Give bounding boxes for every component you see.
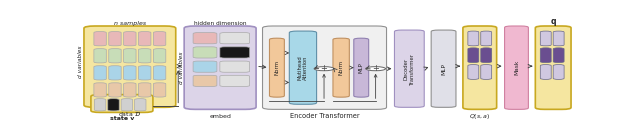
FancyBboxPatch shape xyxy=(540,31,551,46)
FancyBboxPatch shape xyxy=(540,48,551,63)
FancyBboxPatch shape xyxy=(193,61,217,72)
Circle shape xyxy=(365,67,385,71)
FancyBboxPatch shape xyxy=(468,65,479,79)
FancyBboxPatch shape xyxy=(154,83,166,97)
FancyBboxPatch shape xyxy=(481,31,492,46)
Text: Mutihead
Attention: Mutihead Attention xyxy=(298,55,308,80)
Text: MLP: MLP xyxy=(359,62,364,73)
Text: MLP: MLP xyxy=(441,63,446,75)
FancyBboxPatch shape xyxy=(269,38,284,97)
FancyBboxPatch shape xyxy=(193,47,217,58)
FancyBboxPatch shape xyxy=(220,75,250,86)
FancyBboxPatch shape xyxy=(138,49,151,63)
FancyBboxPatch shape xyxy=(108,99,119,111)
FancyBboxPatch shape xyxy=(354,38,369,97)
FancyBboxPatch shape xyxy=(94,66,106,80)
FancyBboxPatch shape xyxy=(94,83,106,97)
FancyBboxPatch shape xyxy=(134,99,146,111)
FancyBboxPatch shape xyxy=(154,49,166,63)
FancyBboxPatch shape xyxy=(124,32,136,46)
FancyBboxPatch shape xyxy=(124,66,136,80)
FancyBboxPatch shape xyxy=(94,32,106,46)
FancyBboxPatch shape xyxy=(94,99,106,111)
FancyBboxPatch shape xyxy=(535,26,571,109)
FancyBboxPatch shape xyxy=(394,30,424,107)
FancyBboxPatch shape xyxy=(504,26,529,109)
FancyBboxPatch shape xyxy=(138,32,151,46)
Text: embed: embed xyxy=(209,114,231,119)
FancyBboxPatch shape xyxy=(463,26,497,109)
FancyBboxPatch shape xyxy=(481,65,492,79)
FancyBboxPatch shape xyxy=(109,66,121,80)
Text: d variables: d variables xyxy=(77,45,83,78)
FancyBboxPatch shape xyxy=(184,26,256,109)
Text: Encoder Transformer: Encoder Transformer xyxy=(290,114,359,119)
Text: hidden dimension: hidden dimension xyxy=(194,22,246,27)
Text: $Q(s,a)$: $Q(s,a)$ xyxy=(469,112,490,121)
FancyBboxPatch shape xyxy=(220,33,250,44)
FancyBboxPatch shape xyxy=(109,49,121,63)
FancyBboxPatch shape xyxy=(109,32,121,46)
Text: Decoder
Transformer: Decoder Transformer xyxy=(404,53,415,85)
FancyBboxPatch shape xyxy=(333,38,349,97)
FancyBboxPatch shape xyxy=(262,26,387,109)
Text: Mask: Mask xyxy=(514,60,519,75)
Text: d variables: d variables xyxy=(179,51,184,84)
FancyBboxPatch shape xyxy=(193,33,217,44)
Text: +: + xyxy=(321,64,328,73)
FancyBboxPatch shape xyxy=(91,95,153,112)
Text: state v: state v xyxy=(109,116,134,121)
FancyBboxPatch shape xyxy=(540,65,551,79)
FancyBboxPatch shape xyxy=(468,48,479,63)
Text: Norm: Norm xyxy=(339,60,344,75)
FancyBboxPatch shape xyxy=(481,48,492,63)
Text: +: + xyxy=(372,64,379,73)
FancyBboxPatch shape xyxy=(138,66,151,80)
FancyBboxPatch shape xyxy=(138,83,151,97)
FancyBboxPatch shape xyxy=(94,49,106,63)
FancyBboxPatch shape xyxy=(121,99,132,111)
Text: data $\mathcal{D}$: data $\mathcal{D}$ xyxy=(118,110,141,118)
Text: q: q xyxy=(550,17,556,26)
Circle shape xyxy=(314,67,334,71)
FancyBboxPatch shape xyxy=(154,66,166,80)
FancyBboxPatch shape xyxy=(220,47,250,58)
FancyBboxPatch shape xyxy=(124,83,136,97)
FancyBboxPatch shape xyxy=(553,48,564,63)
FancyBboxPatch shape xyxy=(468,31,479,46)
FancyBboxPatch shape xyxy=(124,49,136,63)
FancyBboxPatch shape xyxy=(553,31,564,46)
FancyBboxPatch shape xyxy=(289,31,317,104)
FancyBboxPatch shape xyxy=(193,75,217,86)
FancyBboxPatch shape xyxy=(109,83,121,97)
FancyBboxPatch shape xyxy=(220,61,250,72)
Text: n samples: n samples xyxy=(114,22,146,27)
FancyBboxPatch shape xyxy=(431,30,456,107)
FancyBboxPatch shape xyxy=(84,26,176,107)
Text: Norm: Norm xyxy=(275,60,280,75)
FancyBboxPatch shape xyxy=(154,32,166,46)
FancyBboxPatch shape xyxy=(553,65,564,79)
